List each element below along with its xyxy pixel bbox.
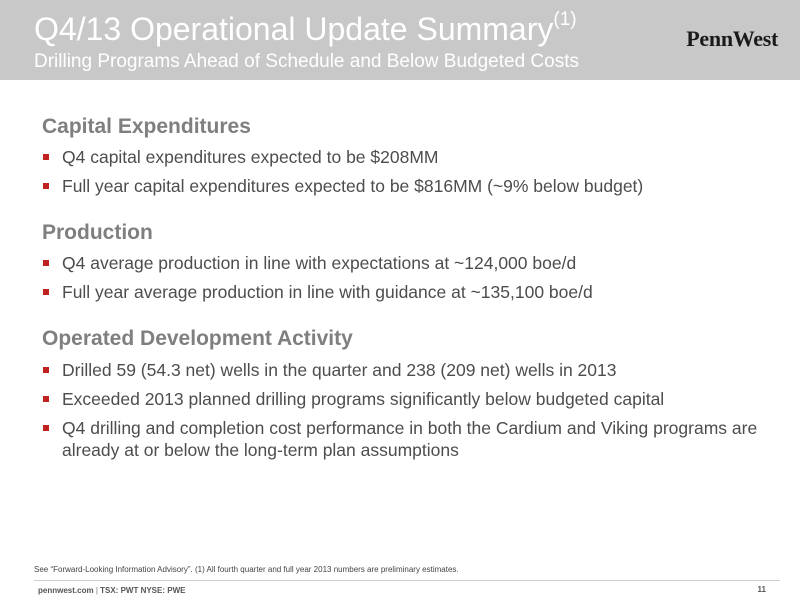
- section-production: Production Q4 average production in line…: [42, 220, 782, 303]
- bullet-list: Drilled 59 (54.3 net) wells in the quart…: [42, 359, 782, 461]
- bullet-square-icon: [43, 366, 49, 373]
- bullet-square-icon: [43, 183, 49, 190]
- section-heading: Production: [42, 221, 153, 245]
- list-item: Q4 average production in line with expec…: [42, 252, 782, 274]
- bullet-list: Q4 average production in line with expec…: [42, 252, 782, 303]
- section-heading: Capital Expenditures: [42, 115, 251, 138]
- page-number: 11: [757, 585, 766, 594]
- bullet-list: Q4 capital expenditures expected to be $…: [42, 146, 782, 197]
- main-content: Capital Expenditures Q4 capital expendit…: [42, 114, 782, 484]
- list-item: Drilled 59 (54.3 net) wells in the quart…: [42, 359, 782, 381]
- bullet-square-icon: [43, 154, 49, 161]
- page-title: Q4/13 Operational Update Summary(1): [34, 10, 577, 47]
- title-superscript: (1): [553, 9, 577, 30]
- footer-tickers: TSX: PWT NYSE: PWE: [100, 586, 186, 595]
- footnote: See “Forward-Looking Information Advisor…: [34, 565, 459, 574]
- footer-separator: |: [95, 586, 98, 595]
- list-item: Exceeded 2013 planned drilling programs …: [42, 388, 782, 410]
- section-capital-expenditures: Capital Expenditures Q4 capital expendit…: [42, 114, 782, 197]
- footer-website-link[interactable]: pennwest.com: [38, 586, 94, 595]
- bullet-square-icon: [43, 424, 49, 431]
- bullet-square-icon: [43, 260, 49, 267]
- header-bar: Q4/13 Operational Update Summary(1) Dril…: [0, 0, 800, 80]
- footer-info: pennwest.com | TSX: PWT NYSE: PWE: [38, 586, 185, 595]
- list-item-text: Full year capital expenditures expected …: [62, 176, 644, 197]
- list-item: Full year capital expenditures expected …: [42, 175, 782, 197]
- list-item-text: Q4 capital expenditures expected to be $…: [62, 147, 439, 168]
- section-heading: Operated Development Activity: [42, 327, 353, 351]
- list-item-text: Exceeded 2013 planned drilling programs …: [62, 388, 665, 409]
- list-item: Q4 capital expenditures expected to be $…: [42, 146, 782, 168]
- title-text: Q4/13 Operational Update Summary: [34, 11, 554, 47]
- footer-divider: [34, 580, 780, 581]
- list-item: Full year average production in line wit…: [42, 281, 782, 303]
- bullet-square-icon: [43, 289, 49, 296]
- pennwest-logo: PennWest: [686, 26, 778, 51]
- bullet-square-icon: [43, 395, 49, 402]
- list-item-text: Q4 average production in line with expec…: [62, 253, 577, 274]
- list-item-text: Full year average production in line wit…: [62, 282, 593, 303]
- list-item-text: Drilled 59 (54.3 net) wells in the quart…: [62, 359, 617, 380]
- list-item: Q4 drilling and completion cost performa…: [42, 417, 782, 461]
- list-item-text: Q4 drilling and completion cost performa…: [62, 417, 758, 460]
- section-operated-development-activity: Operated Development Activity Drilled 59…: [42, 326, 782, 460]
- page-subtitle: Drilling Programs Ahead of Schedule and …: [34, 51, 579, 72]
